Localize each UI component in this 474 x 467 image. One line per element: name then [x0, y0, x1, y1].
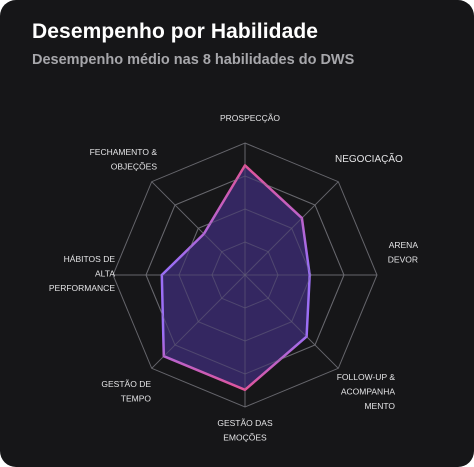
axis-label-1: PROSPECÇÃO — [220, 113, 280, 123]
axis-label-line: FECHAMENTO & — [90, 147, 158, 157]
axis-label-6: GESTÃO DE TEMPO — [101, 379, 151, 404]
axis-label-line: ACOMPANHA — [341, 387, 395, 397]
axis-label-7: HÁBITOS DE ALTA PERFORMANCE — [49, 254, 115, 293]
axis-label-line: FOLLOW-UP & — [337, 372, 396, 382]
inner-spoke-8 — [203, 233, 246, 276]
axis-label-2: NEGOCIAÇÃO — [335, 152, 403, 165]
axis-label-line: ALTA — [95, 269, 115, 279]
axis-label-line: GESTÃO DE — [101, 379, 151, 389]
axis-label-line: PERFORMANCE — [49, 283, 115, 293]
axis-label-line: GESTÃO DAS — [217, 418, 273, 428]
chart-title: Desempenho por Habilidade — [32, 20, 319, 43]
inner-spoke-4 — [244, 274, 307, 337]
axis-label-line: NEGOCIAÇÃO — [335, 152, 403, 165]
axis-label-line: HÁBITOS DE — [64, 254, 116, 264]
inner-ring-1 — [211, 241, 279, 309]
inner-spoke-2 — [244, 217, 303, 276]
axis-label-5: GESTÃO DAS EMOÇÕES — [217, 418, 273, 443]
axis-label-line: OBJEÇÕES — [111, 162, 158, 172]
axis-label-8: FECHAMENTO & OBJEÇÕES — [90, 147, 158, 172]
axis-label-3: ARENA DEVOR — [388, 240, 419, 265]
inner-ring-3 — [145, 175, 345, 375]
axis-label-line: TEMPO — [121, 394, 152, 404]
axis-label-line: ARENA — [389, 240, 419, 250]
axis-label-line: EMOÇÕES — [223, 433, 267, 443]
inner-spoke-6 — [163, 274, 246, 357]
axis-label-line: PROSPECÇÃO — [220, 113, 280, 123]
series-area — [160, 164, 311, 392]
inner-ring-2 — [178, 208, 312, 342]
chart-subtitle: Desempenho médio nas 8 habilidades do DW… — [32, 52, 355, 68]
axis-label-4: FOLLOW-UP & ACOMPANHA MENTO — [337, 372, 396, 411]
axis-label-line: DEVOR — [388, 255, 418, 265]
axis-label-line: MENTO — [364, 401, 395, 411]
